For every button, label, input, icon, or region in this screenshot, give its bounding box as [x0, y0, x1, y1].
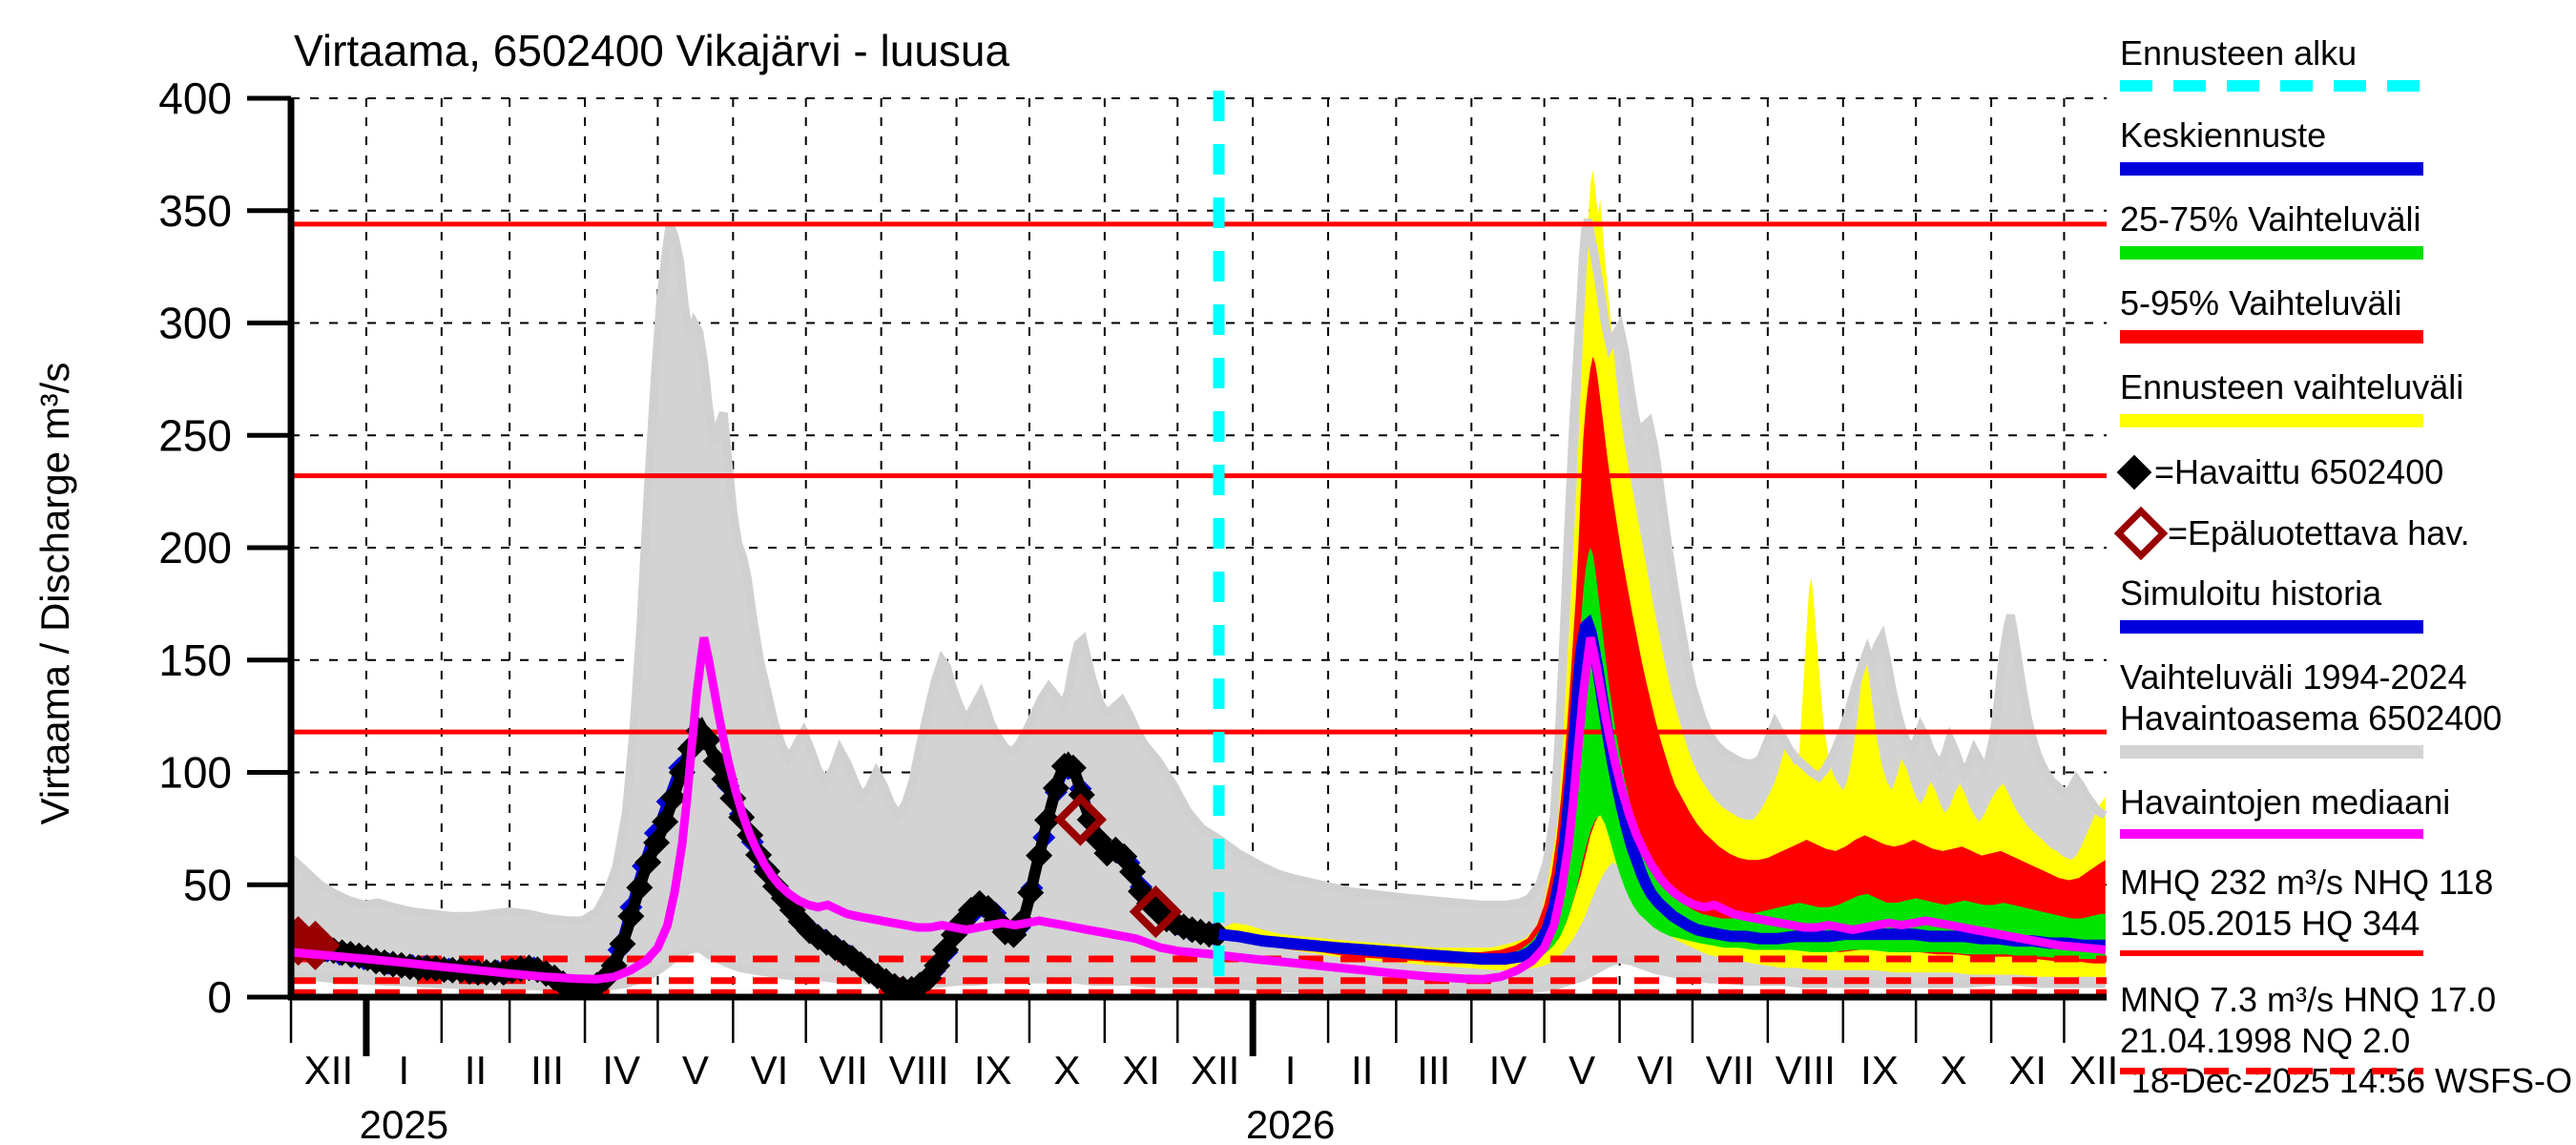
month-label-VII: VII: [819, 1048, 867, 1093]
month-label-V: V: [682, 1048, 709, 1093]
forecast-range-band: [1218, 170, 2106, 977]
observed-diamond-icon: [2116, 454, 2152, 490]
y-tick-label-150: 150: [158, 635, 232, 685]
year-label-2026: 2026: [1246, 1102, 1335, 1145]
legend-label2-high-flow-stats: 15.05.2015 HQ 344: [2120, 904, 2420, 943]
month-label-VI: VI: [1637, 1048, 1675, 1093]
month-label-XII: XII: [1191, 1048, 1239, 1093]
month-label-II: II: [465, 1048, 487, 1093]
y-tick-label-350: 350: [158, 186, 232, 236]
month-label-X: X: [1053, 1048, 1080, 1093]
month-label-IV: IV: [1489, 1048, 1527, 1093]
history-range-upper-edge: [289, 219, 2108, 926]
y-tick-label-250: 250: [158, 410, 232, 460]
legend-swatch-median-forecast: [2120, 162, 2423, 176]
band-5-95: [1218, 356, 2106, 964]
y-axis-label: Virtaama / Discharge m³/s: [32, 362, 77, 825]
legend-label-forecast-range: Ennusteen vaihteluväli: [2120, 367, 2464, 406]
legend-label-simulated-history: Simuloitu historia: [2120, 573, 2382, 613]
legend-label-range-25-75: 25-75% Vaihteluväli: [2120, 199, 2421, 239]
legend-item-high-flow-stats: MHQ 232 m³/s NHQ 118 15.05.2015 HQ 344: [2120, 862, 2568, 956]
month-label-VII: VII: [1706, 1048, 1755, 1093]
y-tick-label-400: 400: [158, 73, 232, 123]
legend-label-forecast-start: Ennusteen alku: [2120, 33, 2358, 73]
y-tick-label-300: 300: [158, 299, 232, 348]
month-label-III: III: [530, 1048, 564, 1093]
forecast-median-line: [1217, 614, 2106, 965]
chart-timestamp: 18-Dec-2025 14:56 WSFS-O: [2130, 1061, 2572, 1100]
year-label-2025: 2025: [360, 1102, 448, 1145]
legend-label-history-range: Vaihteluväli 1994-2024: [2120, 657, 2467, 697]
chart-legend: Ennusteen alku Keskiennuste 25-75% Vaihtel…: [2113, 32, 2568, 1097]
legend-swatch-range-25-75: [2120, 246, 2423, 260]
legend-label-low-flow-stats: MNQ 7.3 m³/s HNQ 17.0: [2120, 980, 2497, 1019]
month-label-XII: XII: [304, 1048, 353, 1093]
y-tick-label-50: 50: [183, 860, 232, 909]
legend-item-unreliable: =Epäluotettava hav.: [2113, 506, 2568, 561]
observations-median-line: [290, 636, 2107, 984]
legend-item-median-forecast: Keskiennuste: [2120, 114, 2568, 176]
legend-swatch-low-flow-stats: [2120, 1068, 2423, 1074]
month-label-VIII: VIII: [889, 1048, 949, 1093]
legend-item-forecast-start: Ennusteen alku: [2120, 32, 2568, 92]
y-tick-label-200: 200: [158, 523, 232, 572]
month-label-XI: XI: [1122, 1048, 1160, 1093]
legend-item-forecast-range: Ennusteen vaihteluväli: [2120, 366, 2568, 427]
month-label-I: I: [399, 1048, 410, 1093]
legend-swatch-observations-median: [2120, 829, 2423, 839]
month-label-I: I: [1285, 1048, 1297, 1093]
legend-label2-low-flow-stats: 21.04.1998 NQ 2.0: [2120, 1021, 2411, 1060]
legend-swatch-forecast-range: [2120, 414, 2423, 427]
legend-swatch-history-range: [2120, 745, 2423, 759]
legend-label-unreliable: =Epäluotettava hav.: [2168, 513, 2470, 552]
legend-item-low-flow-stats: MNQ 7.3 m³/s HNQ 17.0 21.04.1998 NQ 2.0: [2120, 979, 2568, 1074]
month-label-XII: XII: [2069, 1048, 2118, 1093]
legend-label2-history-range: Havaintoasema 6502400: [2120, 698, 2503, 738]
unreliable-diamond-icon: [2113, 506, 2169, 561]
y-tick-label-0: 0: [207, 972, 232, 1022]
legend-swatch-forecast-start: [2120, 80, 2423, 92]
unreliable-observation-marker: [1053, 793, 1108, 846]
grid-lines: [291, 97, 2107, 997]
month-label-V: V: [1568, 1048, 1595, 1093]
legend-label-high-flow-stats: MHQ 232 m³/s NHQ 118: [2120, 863, 2494, 902]
month-label-XI: XI: [2008, 1048, 2046, 1093]
legend-item-observations-median: Havaintojen mediaani: [2120, 781, 2568, 839]
legend-item-history-range: Vaihteluväli 1994-2024 Havaintoasema 6502…: [2120, 656, 2568, 759]
legend-label-observations-median: Havaintojen mediaani: [2120, 782, 2451, 822]
band-25-75: [1218, 548, 2106, 962]
month-label-IV: IV: [602, 1048, 640, 1093]
month-label-VIII: VIII: [1776, 1048, 1836, 1093]
month-label-III: III: [1417, 1048, 1450, 1093]
month-label-X: X: [1941, 1048, 1967, 1093]
month-label-VI: VI: [751, 1048, 789, 1093]
legend-swatch-range-5-95: [2120, 330, 2423, 344]
unreliable-observation-marker: [1129, 885, 1182, 939]
month-label-II: II: [1351, 1048, 1373, 1093]
legend-item-range-25-75: 25-75% Vaihteluväli: [2120, 198, 2568, 260]
y-tick-label-100: 100: [158, 748, 232, 798]
month-label-IX: IX: [974, 1048, 1012, 1093]
legend-swatch-high-flow-stats: [2120, 950, 2423, 956]
legend-item-range-5-95: 5-95% Vaihteluväli: [2120, 282, 2568, 344]
legend-label-median-forecast: Keskiennuste: [2120, 115, 2327, 155]
legend-item-observed: =Havaittu 6502400: [2116, 450, 2568, 494]
legend-label-range-5-95: 5-95% Vaihteluväli: [2120, 283, 2402, 323]
page-title: Virtaama, 6502400 Vikajärvi - luusua: [294, 26, 1010, 75]
month-label-IX: IX: [1860, 1048, 1899, 1093]
legend-item-simulated-history: Simuloitu historia: [2120, 572, 2568, 634]
legend-label-observed: =Havaittu 6502400: [2154, 452, 2444, 491]
legend-swatch-simulated-history: [2120, 620, 2423, 634]
